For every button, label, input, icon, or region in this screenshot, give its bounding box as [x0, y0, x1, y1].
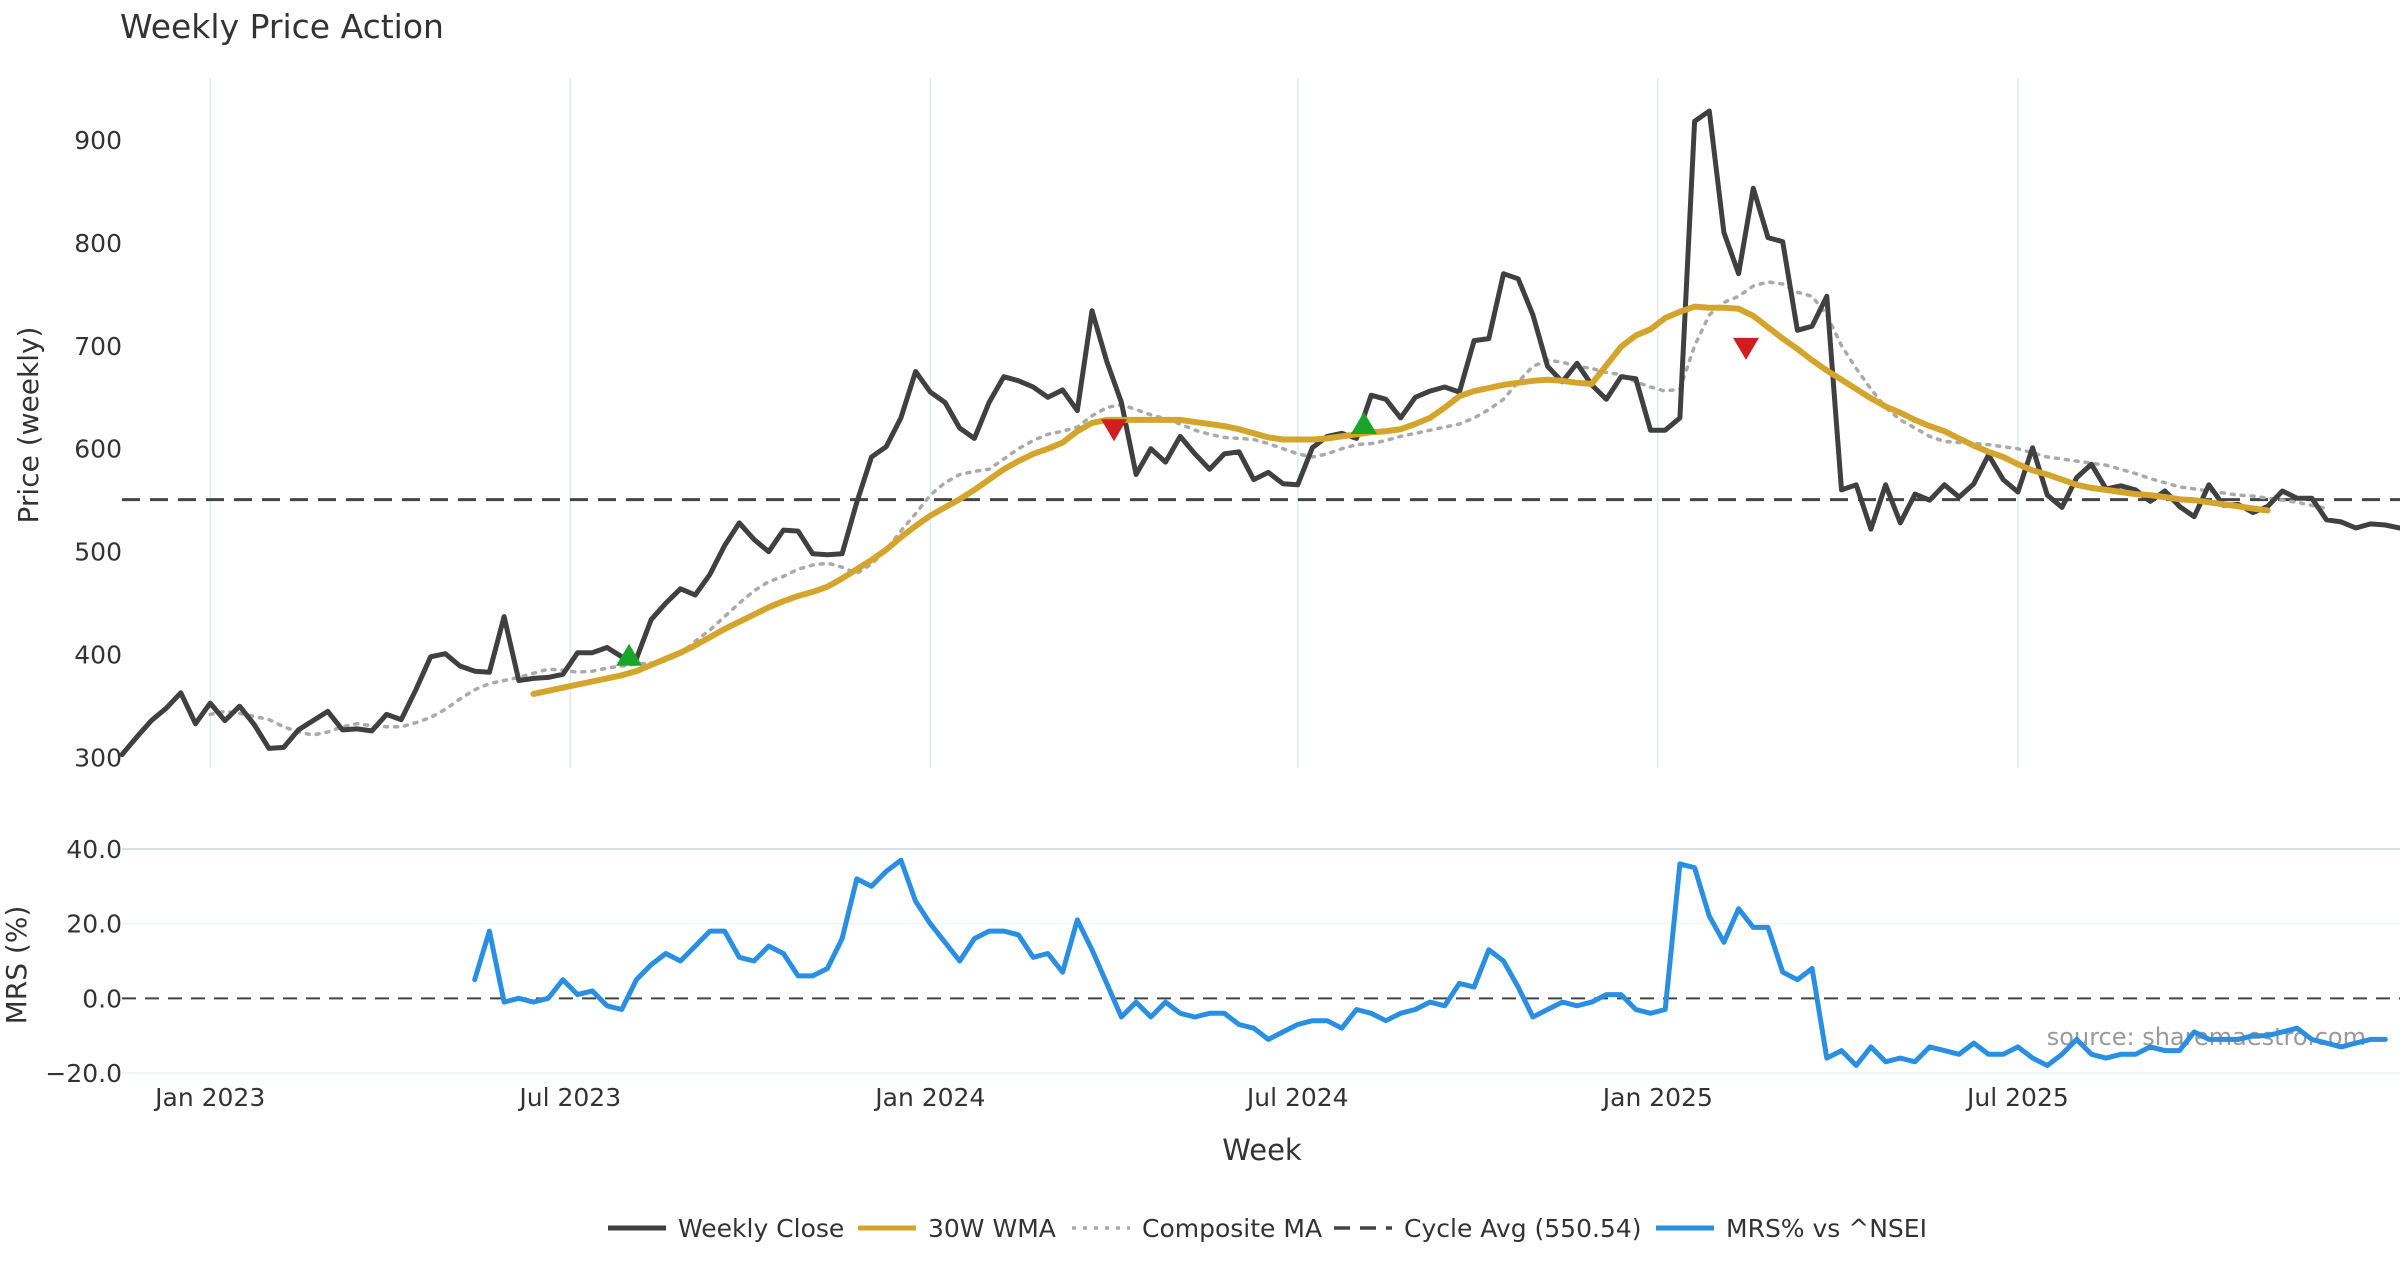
- weekly-close-line: [119, 108, 2400, 758]
- x-tick-label: Jul 2023: [517, 1083, 621, 1112]
- mrs-y-tick-label: 40.0: [66, 835, 122, 864]
- legend-label: MRS% vs ^NSEI: [1726, 1214, 1927, 1243]
- buy-signal-marker: [1350, 412, 1377, 434]
- mrs-y-tick-label: −20.0: [45, 1059, 122, 1088]
- mrs-y-tick-label: 20.0: [66, 910, 122, 939]
- wma-30w-line: [530, 303, 2271, 697]
- price-y-tick-label: 500: [74, 538, 122, 567]
- x-tick-label: Jul 2024: [1245, 1083, 1349, 1112]
- mrs-line: [472, 857, 2388, 1068]
- legend-label: 30W WMA: [928, 1214, 1056, 1243]
- legend-label: Cycle Avg (550.54): [1404, 1214, 1642, 1243]
- x-axis-label: Week: [1222, 1133, 1302, 1167]
- buy-signal-marker: [616, 643, 643, 666]
- legend-label: Composite MA: [1142, 1214, 1322, 1243]
- x-tick-label: Jul 2025: [1965, 1083, 2069, 1112]
- x-axis-ticks: Jan 2023 Jul 2023 Jan 2024 Jul 2024 Jan 2025…: [153, 1083, 2069, 1112]
- chart-title: Weekly Price Action: [120, 7, 444, 46]
- price-y-tick-label: 700: [74, 332, 122, 361]
- mrs-axis-label: MRS (%): [0, 906, 33, 1025]
- price-y-tick-label: 600: [74, 435, 122, 464]
- x-tick-label: Jan 2024: [873, 1083, 985, 1112]
- price-panel: 300 400 500 600 700 800 900: [74, 78, 2400, 773]
- sell-signal-marker: [1732, 337, 1759, 360]
- composite-ma-line: [208, 280, 2329, 737]
- legend: Weekly Close 30W WMA Composite MA Cycle Avg…: [608, 1214, 1927, 1243]
- x-tick-label: Jan 2023: [153, 1083, 265, 1112]
- price-y-tick-label: 800: [74, 229, 122, 258]
- mrs-panel: 40.0 20.0 0.0 −20.0: [45, 835, 2400, 1088]
- price-y-tick-label: 900: [74, 126, 122, 155]
- mrs-y-tick-label: 0.0: [82, 984, 122, 1013]
- sell-signal-marker: [1101, 419, 1128, 442]
- price-axis-label: Price (weekly): [12, 327, 45, 524]
- price-y-tick-label: 400: [74, 641, 122, 670]
- price-y-tick-label: 300: [74, 744, 122, 773]
- x-tick-label: Jan 2025: [1601, 1083, 1713, 1112]
- legend-label: Weekly Close: [678, 1214, 844, 1243]
